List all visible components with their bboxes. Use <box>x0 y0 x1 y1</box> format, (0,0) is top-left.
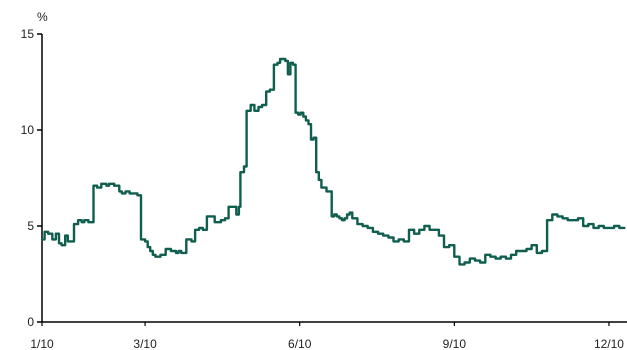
x-axis: 1/10 3/10 6/10 9/10 12/10 <box>30 321 627 350</box>
x-tick-label: 9/10 <box>443 337 467 350</box>
y-tick-label: 15 <box>21 27 35 41</box>
x-tick-label: 12/10 <box>594 337 624 350</box>
x-tick-label: 6/10 <box>288 337 312 350</box>
y-tick-label: 10 <box>21 123 35 137</box>
x-tick-label: 3/10 <box>133 337 157 350</box>
series-group <box>40 57 626 266</box>
y-unit-label: % <box>37 10 48 24</box>
x-tick-label: 1/10 <box>30 337 54 350</box>
series-line-0 <box>40 57 626 266</box>
y-tick-label: 0 <box>27 315 34 329</box>
y-tick-label: 5 <box>27 219 34 233</box>
y-axis: 0 5 10 15 <box>21 27 43 329</box>
